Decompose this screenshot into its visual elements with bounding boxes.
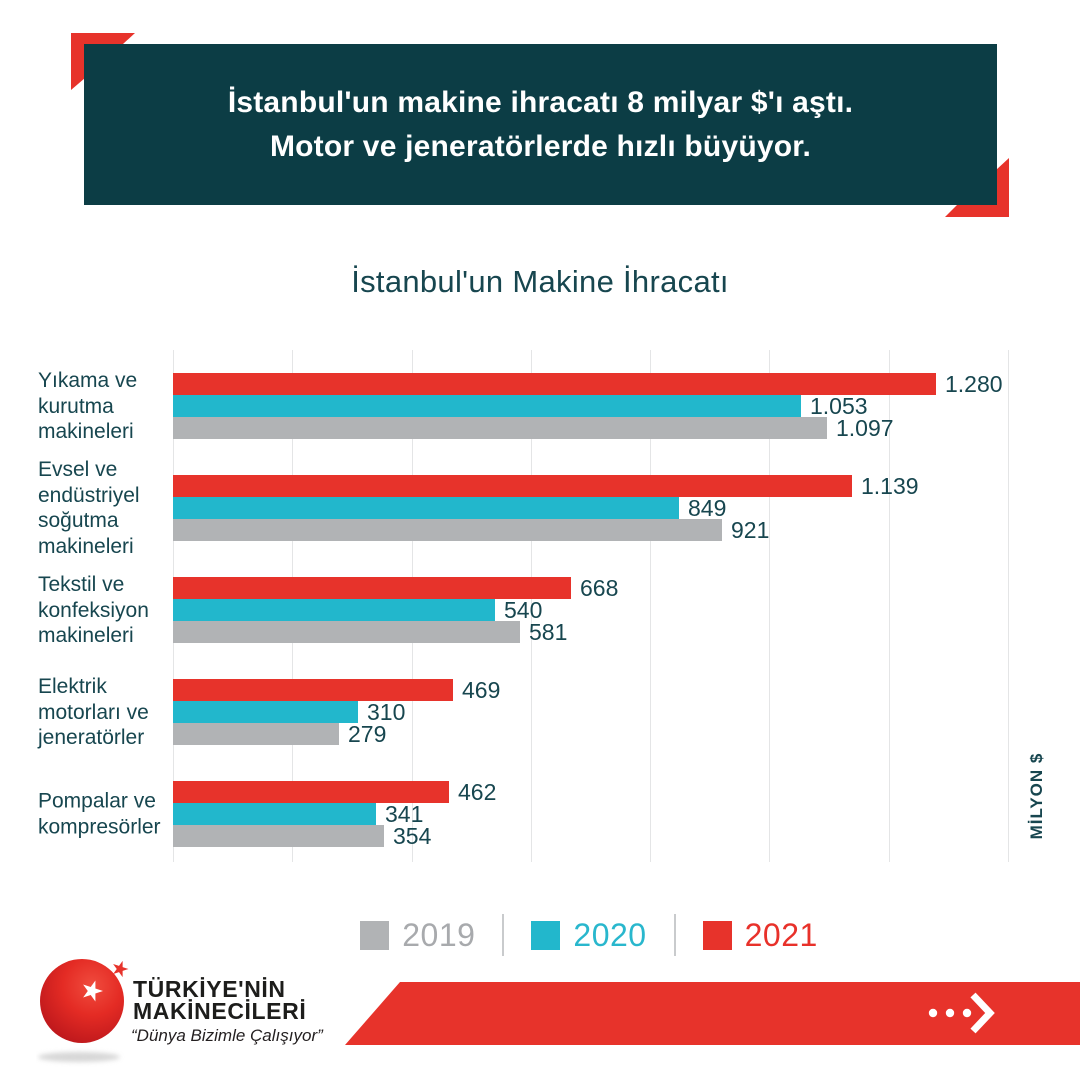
bar-value-label: 921 <box>731 517 770 543</box>
bar-group: Elektrik motorları ve jeneratörler 469 310… <box>0 675 1080 749</box>
legend: 2019 2020 2021 <box>0 914 1080 956</box>
category-label: Evsel ve endüstriyel soğutma makineleri <box>38 458 140 558</box>
header-banner: İstanbul'un makine ihracatı 8 milyar $'ı… <box>84 44 997 205</box>
bar-value-label: 1.139 <box>861 473 919 499</box>
bar-2019 <box>173 417 827 439</box>
bar-2019 <box>173 825 384 847</box>
gridline <box>769 350 771 862</box>
legend-label: 2019 <box>402 916 476 953</box>
legend-divider <box>502 914 505 956</box>
brand-line-2: MAKİNECİLERİ <box>133 997 307 1024</box>
bar-group: Pompalar ve kompresörler 462 341 354 <box>0 779 1080 849</box>
brand-line-1: TÜRKİYE'NİN <box>133 976 286 1002</box>
bar-2021 <box>173 577 571 599</box>
legend-item-2020: 2020 <box>531 917 646 954</box>
logo-circle <box>40 959 124 1043</box>
gridline <box>888 350 890 862</box>
legend-divider <box>673 914 676 956</box>
white-star-icon <box>83 980 103 1002</box>
brand-name: TÜRKİYE'NİN MAKİNECİLERİ <box>133 976 307 1024</box>
brand-logo <box>38 959 129 1062</box>
category-label: Pompalar ve kompresörler <box>38 789 161 839</box>
bar-value-label: 469 <box>462 677 501 703</box>
bar-value-label: 341 <box>385 801 424 827</box>
bar-2019 <box>173 621 520 643</box>
bar-value-label: 279 <box>348 721 387 747</box>
legend-item-2019: 2019 <box>360 917 475 954</box>
logo-shadow <box>38 1052 120 1062</box>
bar-2021 <box>173 781 449 803</box>
bar-value-label: 1.280 <box>945 371 1003 397</box>
category-label: Elektrik motorları ve jeneratörler <box>38 674 149 749</box>
header-line-2: Motor ve jeneratörlerde hızlı büyüyor. <box>269 130 812 163</box>
bar-2020 <box>173 701 358 723</box>
gridline <box>1008 350 1009 862</box>
bar-value-label: 668 <box>580 575 619 601</box>
legend-swatch <box>531 920 561 950</box>
top-left-accent-icon <box>71 33 135 90</box>
category-label: Yıkama ve kurutma makineleri <box>38 368 138 443</box>
gridline <box>650 350 652 862</box>
bar-value-label: 1.097 <box>836 415 894 441</box>
bar-2020 <box>173 803 376 825</box>
bar-group: Evsel ve endüstriyel soğutma makineleri 1… <box>0 458 1080 558</box>
legend-item-2021: 2021 <box>702 916 818 954</box>
chart-title: İstanbul'un Makine İhracatı <box>351 264 729 299</box>
bar-value-label: 1.053 <box>810 393 868 419</box>
bar-value-label: 462 <box>458 779 497 805</box>
bar-value-label: 354 <box>393 823 432 849</box>
bar-2019 <box>173 519 722 541</box>
bar-2021 <box>173 373 936 395</box>
bar-2020 <box>173 497 679 519</box>
bar-2020 <box>173 395 801 417</box>
bar-chart: Yıkama ve kurutma makineleri 1.280 1.053 1.… <box>0 350 1080 862</box>
bar-group: Yıkama ve kurutma makineleri 1.280 1.053 1.… <box>0 369 1080 443</box>
legend-swatch <box>702 920 732 950</box>
legend-swatch <box>360 920 390 950</box>
bar-2019 <box>173 723 339 745</box>
bar-2021 <box>173 679 453 701</box>
bar-value-label: 540 <box>504 597 543 623</box>
legend-label: 2021 <box>744 916 818 953</box>
header-line-1: İstanbul'un makine ihracatı 8 milyar $'ı… <box>227 86 854 119</box>
red-star-icon <box>113 960 129 978</box>
brand-tagline: “Dünya Bizimle Çalışıyor” <box>131 1026 323 1045</box>
bar-2021 <box>173 475 852 497</box>
bar-value-label: 310 <box>367 699 406 725</box>
gridline <box>530 350 532 862</box>
category-label: Tekstil ve konfeksiyon makineleri <box>38 572 149 647</box>
bar-value-label: 849 <box>688 495 727 521</box>
axis-unit-label: MİLYON $ <box>1027 752 1046 840</box>
bar-group: Tekstil ve konfeksiyon makineleri 668 540 5… <box>0 573 1080 647</box>
bar-2020 <box>173 599 495 621</box>
legend-label: 2020 <box>573 916 647 953</box>
bar-value-label: 581 <box>529 619 568 645</box>
